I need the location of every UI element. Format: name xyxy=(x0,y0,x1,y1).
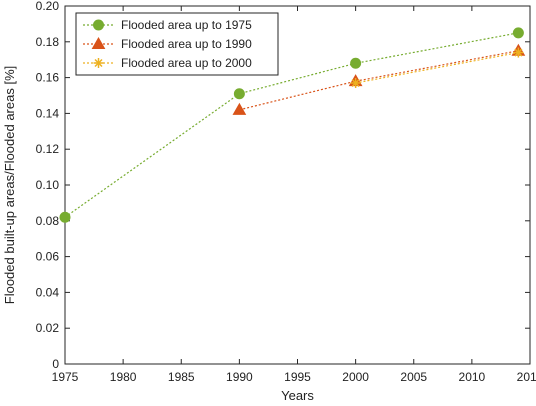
data-point xyxy=(233,88,245,100)
y-axis-label: Flooded built-up areas/Flooded areas [%] xyxy=(2,66,17,304)
series-3 xyxy=(350,47,524,88)
x-tick-label: 2010 xyxy=(459,370,486,384)
y-tick-label: 0.12 xyxy=(36,142,60,156)
x-tick-label: 1990 xyxy=(226,370,253,384)
x-tick-label: 1975 xyxy=(52,370,79,384)
y-tick-label: 0.16 xyxy=(36,71,60,85)
y-tick-label: 0.04 xyxy=(36,285,60,299)
series-line xyxy=(355,51,519,84)
legend-marker xyxy=(93,19,104,31)
y-tick-label: 0.14 xyxy=(36,106,60,120)
series-1 xyxy=(59,27,524,223)
y-tick-label: 0.08 xyxy=(36,214,60,228)
legend: Flooded area up to 1975 Flooded area up t… xyxy=(75,12,279,76)
series-line xyxy=(64,32,519,218)
x-axis-label: Years xyxy=(281,388,314,403)
x-tick-label: 2000 xyxy=(342,370,369,384)
data-point xyxy=(232,102,247,115)
legend-box xyxy=(75,12,279,76)
data-point xyxy=(350,57,362,69)
data-point xyxy=(513,47,524,58)
legend-entry: Flooded area up to 2000 xyxy=(83,56,252,70)
legend-marker xyxy=(93,58,104,68)
y-tick-label: 0.02 xyxy=(36,321,60,335)
y-tick-label: 0.06 xyxy=(36,250,60,264)
y-tick-label: 0 xyxy=(52,357,59,371)
legend-marker xyxy=(91,36,106,49)
x-tick-label: 2015 xyxy=(517,370,536,384)
x-tick-label: 1980 xyxy=(110,370,137,384)
series-layer xyxy=(59,27,526,223)
data-point xyxy=(350,77,361,88)
legend-label: Flooded area up to 1990 xyxy=(121,37,252,51)
y-tick-label: 0.20 xyxy=(36,0,60,13)
legend-label: Flooded area up to 2000 xyxy=(121,56,252,70)
axis-ticks: 1975 1980 1985 1990 1995 2000 2005 2010 2015 0 0.0… xyxy=(36,0,536,384)
data-point xyxy=(512,27,524,39)
legend-entry: Flooded area up to 1990 xyxy=(83,36,252,51)
x-tick-label: 1995 xyxy=(284,370,311,384)
data-point xyxy=(59,211,71,223)
legend-label: Flooded area up to 1975 xyxy=(121,18,252,32)
y-tick-label: 0.18 xyxy=(36,35,60,49)
legend-entry: Flooded area up to 1975 xyxy=(83,18,252,32)
y-tick-label: 0.10 xyxy=(36,178,60,192)
x-tick-label: 1985 xyxy=(168,370,195,384)
x-tick-label: 2005 xyxy=(400,370,427,384)
